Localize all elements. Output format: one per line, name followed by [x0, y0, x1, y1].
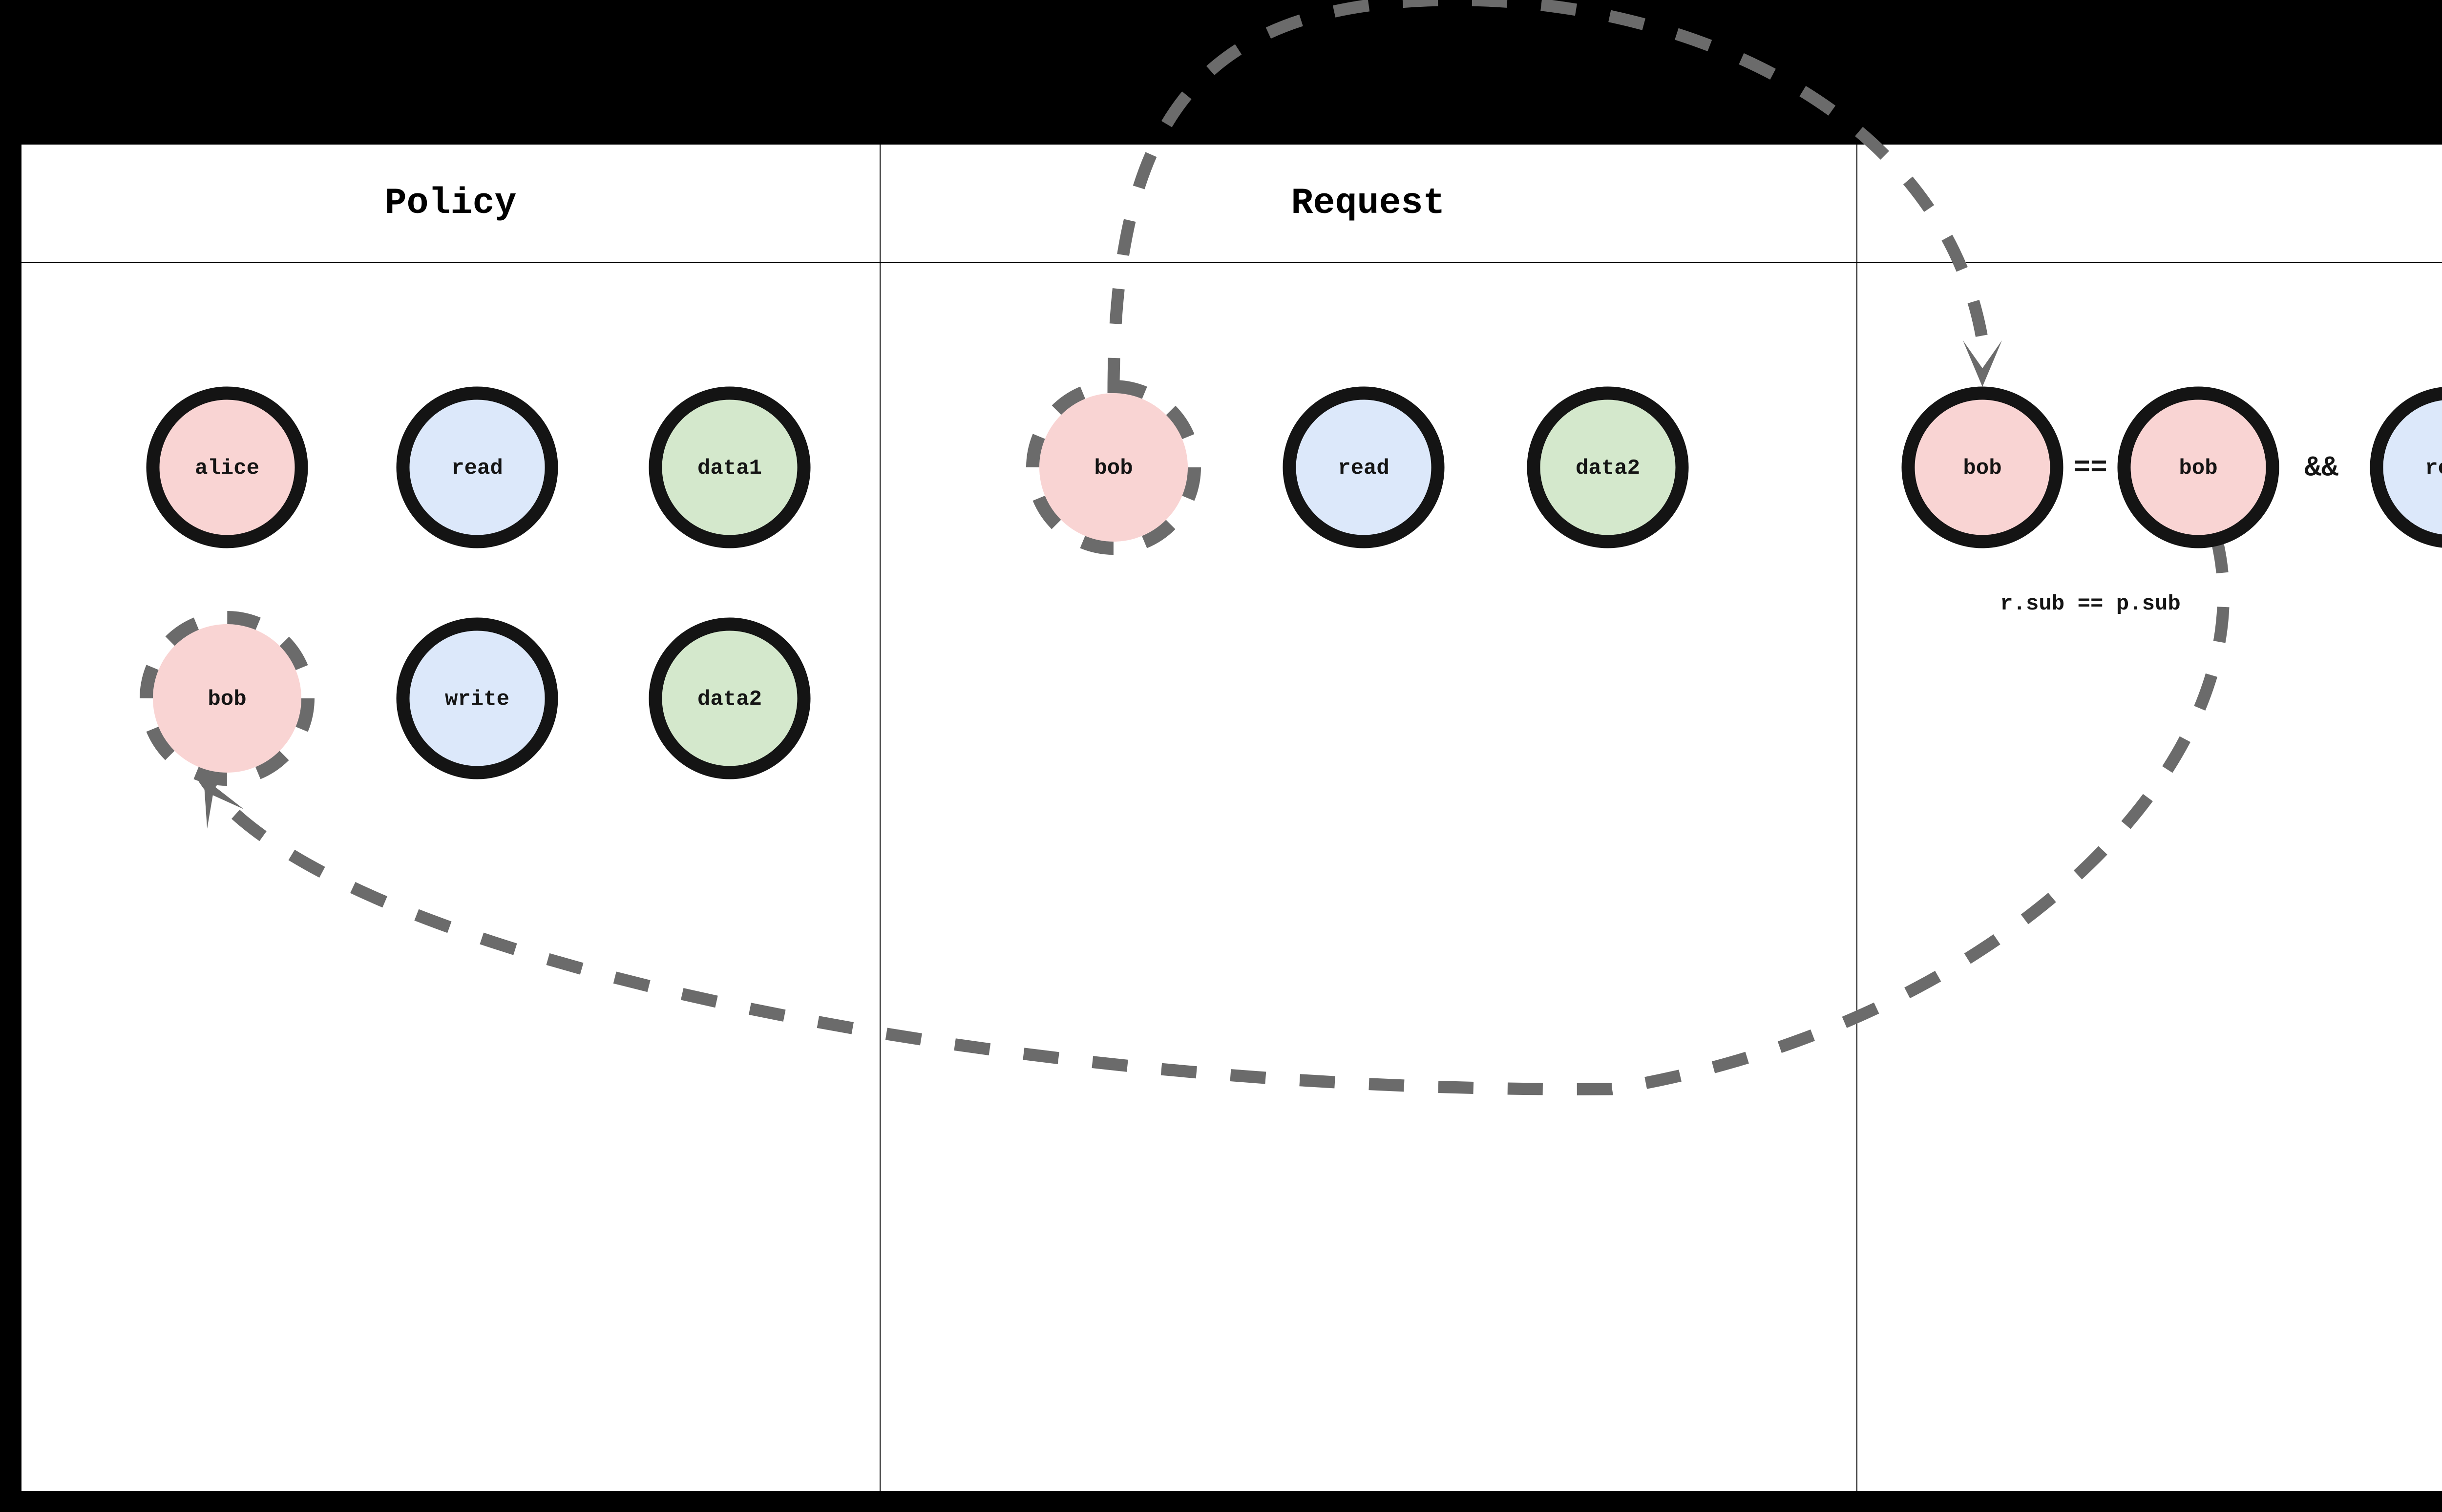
svg-text:write: write: [445, 687, 509, 712]
svg-text:data2: data2: [697, 687, 762, 712]
svg-text:data1: data1: [697, 456, 762, 481]
svg-text:read: read: [2425, 456, 2442, 481]
svg-text:bob: bob: [1094, 456, 1133, 481]
svg-text:data2: data2: [1576, 456, 1640, 481]
svg-text:alice: alice: [195, 456, 259, 481]
svg-text:bob: bob: [208, 687, 246, 712]
svg-text:&&: &&: [2304, 453, 2338, 484]
svg-text:==: ==: [2073, 453, 2107, 484]
svg-text:read: read: [451, 456, 503, 481]
svg-text:bob: bob: [1963, 456, 2001, 481]
svg-text:r.sub == p.sub: r.sub == p.sub: [2000, 592, 2181, 616]
svg-text:read: read: [1338, 456, 1389, 481]
svg-text:bob: bob: [2179, 456, 2217, 481]
